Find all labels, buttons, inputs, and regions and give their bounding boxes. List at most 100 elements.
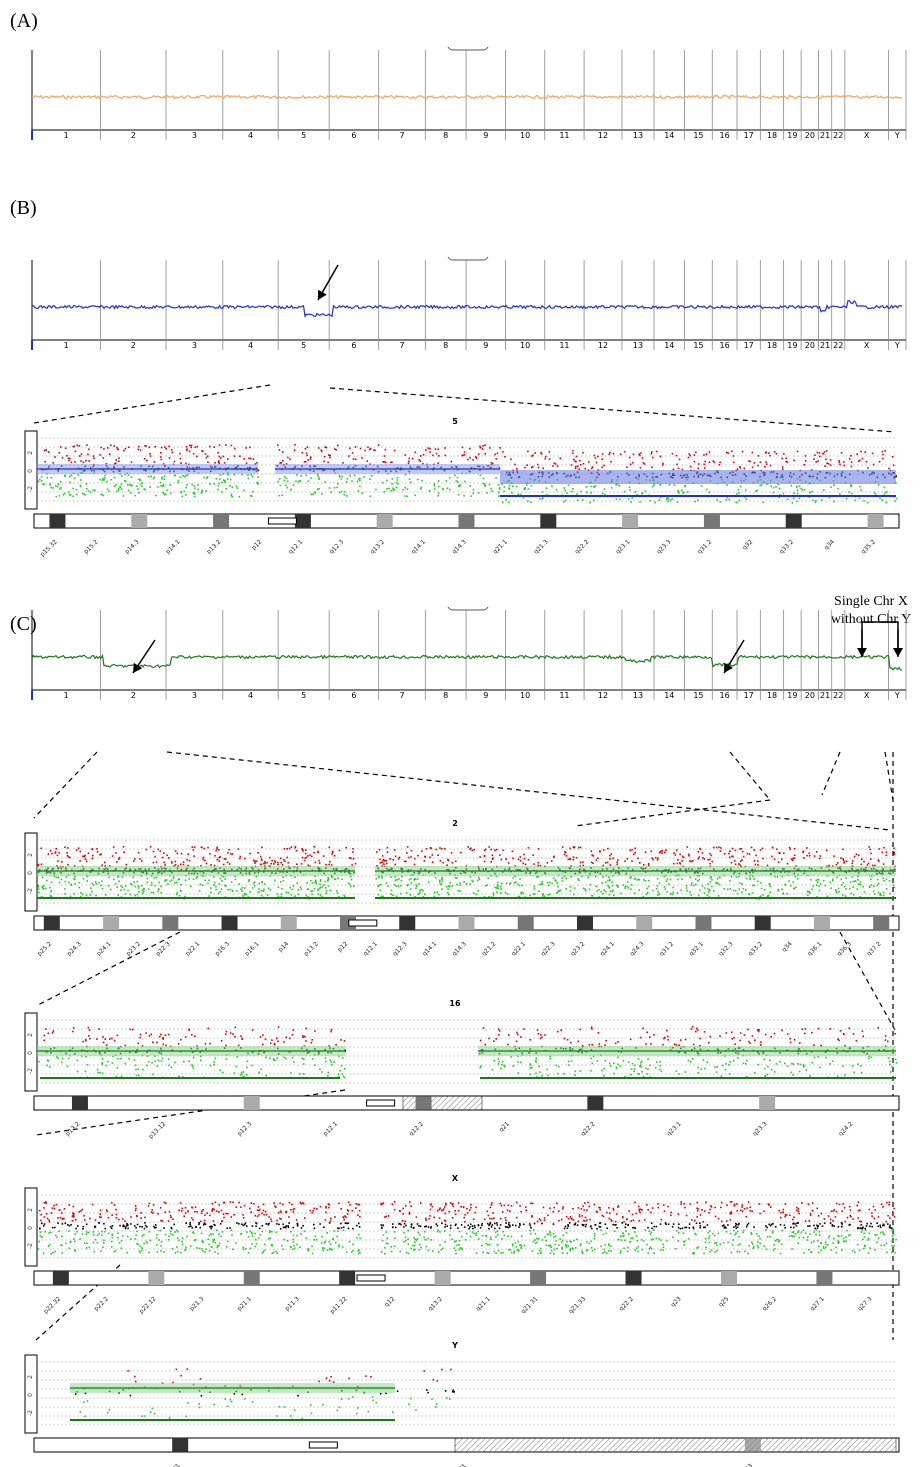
data-point bbox=[302, 1202, 305, 1205]
data-point bbox=[425, 1245, 428, 1248]
data-point bbox=[612, 452, 615, 455]
data-point bbox=[492, 462, 494, 465]
data-point bbox=[483, 895, 486, 898]
data-point bbox=[409, 894, 412, 896]
data-point bbox=[74, 461, 76, 463]
data-point bbox=[698, 856, 700, 858]
data-point bbox=[248, 879, 251, 881]
genome-plot-c: 1 2 3 4 5 6 7 8 9 10 11 12 13 14 15 16 17 18 19 20 21 22 X Y bbox=[31, 606, 907, 700]
data-point bbox=[230, 494, 233, 497]
data-point bbox=[578, 846, 580, 849]
data-point bbox=[849, 881, 852, 883]
data-point bbox=[560, 1241, 563, 1243]
data-point bbox=[605, 1232, 607, 1235]
data-point bbox=[314, 1064, 316, 1066]
data-point bbox=[535, 1059, 537, 1062]
data-point bbox=[495, 1038, 497, 1040]
data-point bbox=[774, 1226, 777, 1228]
data-point bbox=[296, 882, 298, 884]
data-point bbox=[404, 487, 406, 489]
band-label: q34 bbox=[823, 538, 836, 551]
data-point bbox=[212, 876, 215, 878]
zoom-guide-line bbox=[884, 751, 894, 801]
data-point bbox=[713, 890, 715, 892]
data-point bbox=[410, 849, 413, 852]
band-label: q23.2 bbox=[569, 940, 586, 957]
data-point bbox=[814, 501, 817, 504]
data-point bbox=[760, 887, 763, 890]
data-point bbox=[589, 883, 592, 886]
data-point bbox=[566, 1240, 568, 1243]
chromosome-label-21: 21 bbox=[820, 131, 830, 140]
data-point bbox=[860, 450, 862, 453]
data-point bbox=[630, 501, 633, 503]
data-point bbox=[569, 847, 571, 850]
data-point bbox=[231, 486, 234, 489]
data-point bbox=[136, 880, 138, 883]
data-point bbox=[874, 893, 876, 895]
data-point bbox=[477, 1224, 480, 1226]
data-point bbox=[547, 894, 549, 896]
data-point bbox=[254, 862, 256, 864]
data-point bbox=[469, 447, 471, 450]
data-point bbox=[855, 853, 858, 855]
data-point bbox=[842, 1203, 844, 1205]
data-point bbox=[756, 1029, 759, 1031]
data-point bbox=[359, 447, 362, 450]
data-point bbox=[658, 499, 661, 501]
data-point bbox=[66, 854, 69, 857]
data-point bbox=[755, 854, 757, 857]
data-point bbox=[709, 862, 711, 865]
data-point bbox=[510, 1235, 513, 1238]
data-point bbox=[790, 858, 793, 860]
data-point bbox=[234, 1026, 237, 1028]
data-point bbox=[225, 1058, 228, 1060]
data-point bbox=[173, 460, 176, 463]
data-point bbox=[249, 1247, 252, 1250]
data-point bbox=[159, 850, 162, 852]
data-point bbox=[255, 860, 258, 862]
data-point bbox=[292, 1248, 294, 1251]
data-point bbox=[532, 1229, 535, 1231]
data-point bbox=[101, 479, 104, 482]
data-point bbox=[121, 876, 124, 878]
data-point bbox=[293, 1061, 295, 1063]
data-point bbox=[893, 847, 895, 850]
data-point bbox=[699, 889, 701, 891]
data-point bbox=[127, 889, 129, 892]
data-point bbox=[580, 490, 582, 493]
copy-number-trace bbox=[31, 94, 903, 100]
data-point bbox=[519, 860, 522, 862]
ideogram-band bbox=[517, 916, 534, 930]
data-point bbox=[504, 891, 507, 894]
data-point bbox=[454, 1210, 456, 1212]
data-point bbox=[651, 485, 654, 488]
data-point bbox=[579, 1028, 581, 1031]
data-point bbox=[490, 861, 492, 863]
data-point bbox=[434, 876, 437, 879]
data-point bbox=[123, 449, 125, 452]
data-point bbox=[359, 485, 361, 488]
data-point bbox=[302, 1063, 305, 1065]
data-point bbox=[457, 1202, 460, 1204]
data-point bbox=[122, 495, 125, 497]
data-point bbox=[222, 876, 225, 878]
data-point bbox=[227, 473, 229, 475]
data-point bbox=[172, 876, 175, 878]
data-point bbox=[103, 1239, 105, 1242]
data-point bbox=[698, 878, 701, 881]
data-point bbox=[146, 881, 149, 884]
data-point bbox=[745, 877, 748, 880]
data-point bbox=[242, 1248, 245, 1251]
data-point bbox=[66, 1065, 69, 1068]
data-point bbox=[788, 846, 791, 849]
data-point bbox=[769, 1059, 771, 1062]
data-point bbox=[687, 456, 690, 459]
data-point bbox=[330, 1061, 332, 1063]
data-point bbox=[76, 1231, 78, 1233]
ideogram-band bbox=[695, 916, 712, 930]
data-point bbox=[695, 883, 697, 886]
data-point bbox=[502, 501, 504, 504]
data-point bbox=[129, 484, 132, 487]
data-point bbox=[48, 1066, 51, 1068]
